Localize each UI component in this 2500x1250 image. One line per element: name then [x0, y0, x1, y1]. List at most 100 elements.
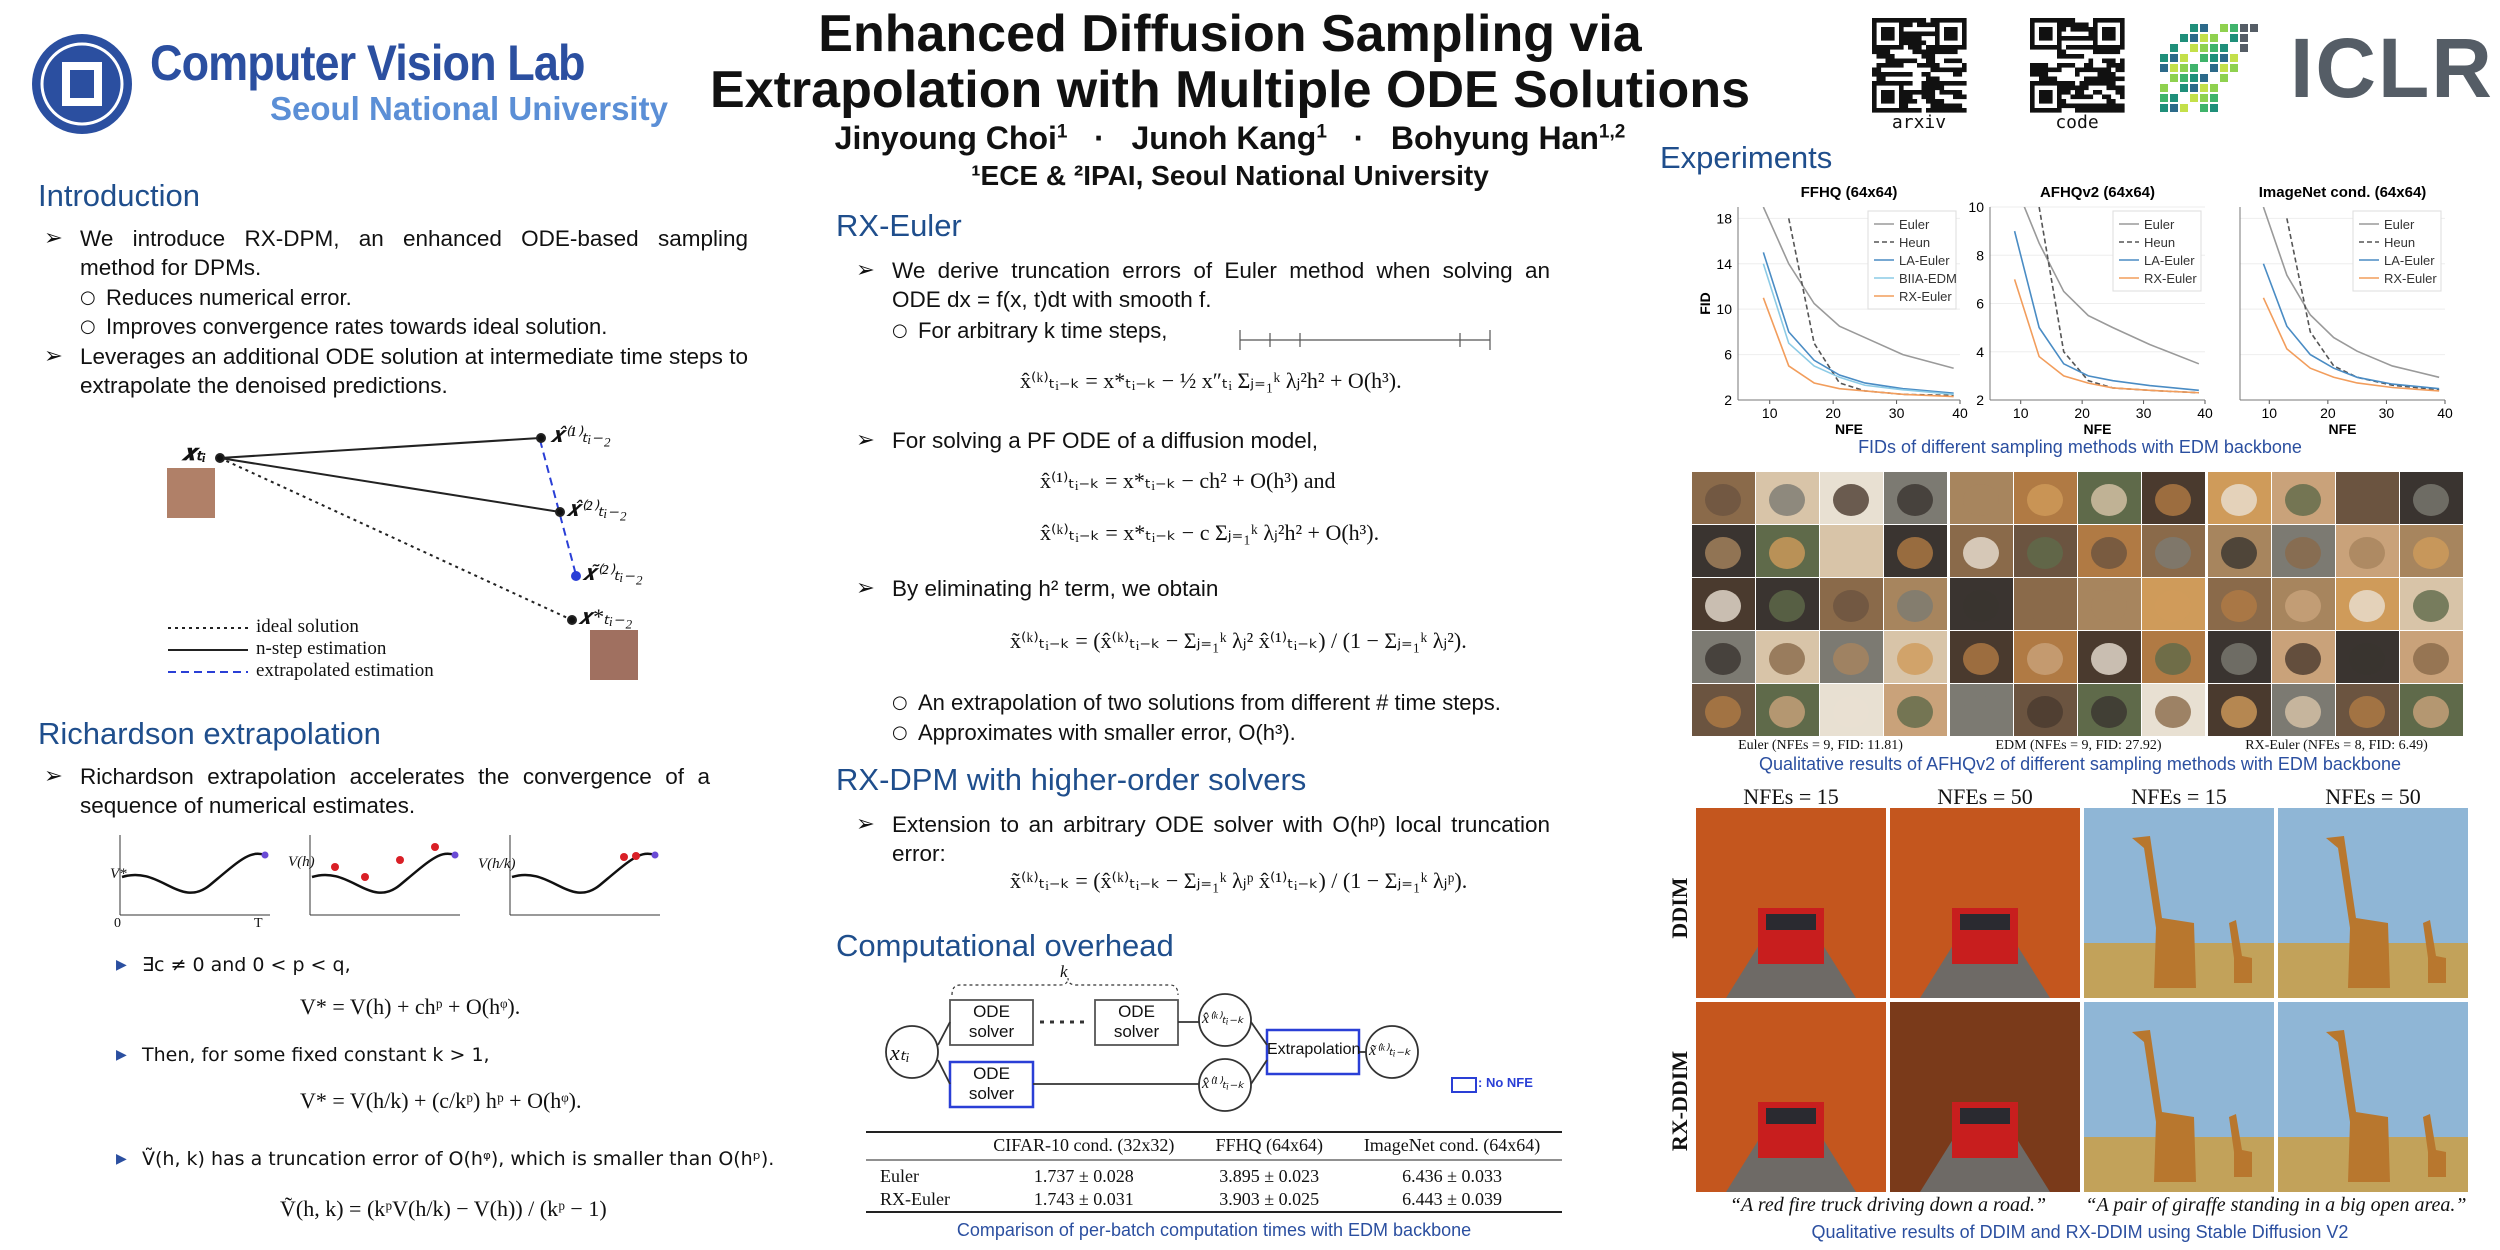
qr-cell	[2088, 94, 2094, 100]
logo-cell	[2230, 24, 2238, 32]
qr-cell	[2084, 45, 2089, 50]
fid-charts: FFHQ (64x64) 2 6 10 14 18 10 20 30 40 NFE FID Euler H…	[1697, 184, 2453, 437]
section-heading: RX-DPM with higher-order solvers	[836, 762, 1307, 797]
curve	[311, 852, 456, 894]
qr-cell	[2097, 72, 2103, 77]
truck-window	[1766, 914, 1816, 930]
sample-grids	[1692, 472, 2463, 736]
chart-title: ImageNet cond. (64x64)	[2259, 184, 2427, 201]
formula: x̂⁽ᵏ⁾ₜᵢ₋ₖ = x*ₜᵢ₋ₖ − c Σⱼ₌₁ᵏ λⱼ²h² + O(h…	[1040, 520, 1380, 545]
qr-cell	[1872, 85, 1877, 91]
diagram-label: Extrapolation	[1267, 1041, 1361, 1058]
qr-cell	[2106, 99, 2112, 104]
qr-cell	[1885, 90, 1891, 95]
qr-cell	[1890, 63, 1895, 68]
qr-cell	[1881, 76, 1886, 82]
sample-face	[1705, 537, 1741, 569]
qr-cell	[2097, 108, 2103, 113]
legend-label: RX-Euler	[1899, 289, 1952, 304]
qr-cell	[1921, 22, 1927, 28]
logo-cell	[2160, 94, 2168, 102]
qr-cell	[2048, 90, 2053, 95]
qr-cell	[2048, 18, 2053, 23]
qr-cell	[1948, 67, 1954, 73]
chart-title: AFHQv2 (64x64)	[2040, 184, 2155, 201]
qr-cell	[1908, 31, 1913, 37]
qr-cell	[1890, 18, 1895, 23]
sample-face	[1963, 643, 1999, 675]
sample-face	[2349, 590, 2385, 622]
qr-cell	[2097, 76, 2103, 82]
qr-cell	[2061, 90, 2067, 95]
qr-cell	[1930, 67, 1936, 73]
qr-cell	[1944, 36, 1949, 41]
y-tick-label: 2	[1976, 392, 1984, 408]
sample-face	[2027, 643, 2063, 675]
qr-cell	[2030, 81, 2035, 86]
diagram-label: x̂⁽ᵏ⁾ₜᵢ₋ₖ	[1202, 1010, 1244, 1027]
sample-face	[2349, 696, 2385, 728]
y-axis-label: FID	[1697, 292, 1713, 315]
qr-cell	[2043, 76, 2049, 82]
qr-cell	[2102, 27, 2107, 32]
title-line: Extrapolation with Multiple ODE Solution…	[710, 61, 1750, 119]
legend-label: Heun	[1899, 235, 1930, 250]
qr-cell	[2079, 67, 2085, 73]
qr-cell	[1935, 81, 1940, 86]
qr-cell	[2106, 45, 2112, 50]
qr-cell	[2048, 67, 2053, 73]
qr-cell	[1962, 45, 1967, 50]
sample-face	[2413, 590, 2449, 622]
sub-bullet: Approximates with smaller error, O(h³).	[850, 718, 1550, 747]
qr-cell	[1930, 90, 1936, 95]
qr-cell	[1921, 81, 1927, 86]
series-line	[2038, 207, 2199, 394]
qr-cell	[1921, 31, 1927, 37]
qr-cell	[2079, 22, 2085, 28]
qr-cell	[1930, 81, 1936, 86]
qr-cell	[2111, 99, 2116, 104]
qr-cell	[2093, 22, 2098, 28]
nfe-label: NFEs = 15	[2131, 784, 2227, 809]
qr-cell	[1917, 18, 1922, 23]
sample-face	[2285, 696, 2321, 728]
qr-cell	[2075, 36, 2080, 41]
chart-title: FFHQ (64x64)	[1801, 184, 1898, 201]
qr-cell	[2075, 85, 2080, 91]
qr-cell	[1881, 90, 1886, 95]
x-tick-label: 30	[2379, 405, 2395, 421]
qr-cell	[1948, 90, 1954, 95]
qr-cell	[1930, 49, 1936, 55]
qr-cell	[1935, 31, 1940, 37]
qr-cell	[1899, 108, 1904, 113]
qr-cell	[2120, 31, 2125, 37]
qr-cell	[1953, 90, 1958, 95]
qr-cell	[2102, 49, 2107, 55]
qr-cell	[1948, 58, 1954, 64]
qr-cell	[2106, 67, 2112, 73]
qr-cell	[1885, 72, 1891, 77]
curve	[121, 852, 266, 894]
qr-cell	[1953, 36, 1958, 41]
qr-cell	[2093, 108, 2098, 113]
qr-cell	[1876, 72, 1882, 77]
qr-cell	[2120, 40, 2125, 46]
qr-cell	[1899, 81, 1904, 86]
qr-cell	[2070, 18, 2076, 23]
qr-cell	[2115, 18, 2121, 23]
qr-cell	[2115, 85, 2121, 91]
y-tick-label: 4	[1976, 344, 1984, 360]
qr-cell	[1903, 108, 1909, 113]
qr-cell	[1944, 58, 1949, 64]
qr-cell	[1944, 18, 1949, 23]
qr-cell	[2039, 72, 2044, 77]
logo-cell	[2190, 74, 2198, 82]
qr-cell	[1939, 90, 1945, 95]
qr-cell	[2115, 108, 2121, 113]
qr-cell	[1872, 99, 1877, 104]
qr-cell	[1926, 31, 1931, 37]
logo-cell	[2180, 64, 2188, 72]
y-tick-label: 14	[1716, 256, 1732, 272]
qr-cell	[1912, 108, 1918, 113]
legend-label: LA-Euler	[1899, 253, 1950, 268]
